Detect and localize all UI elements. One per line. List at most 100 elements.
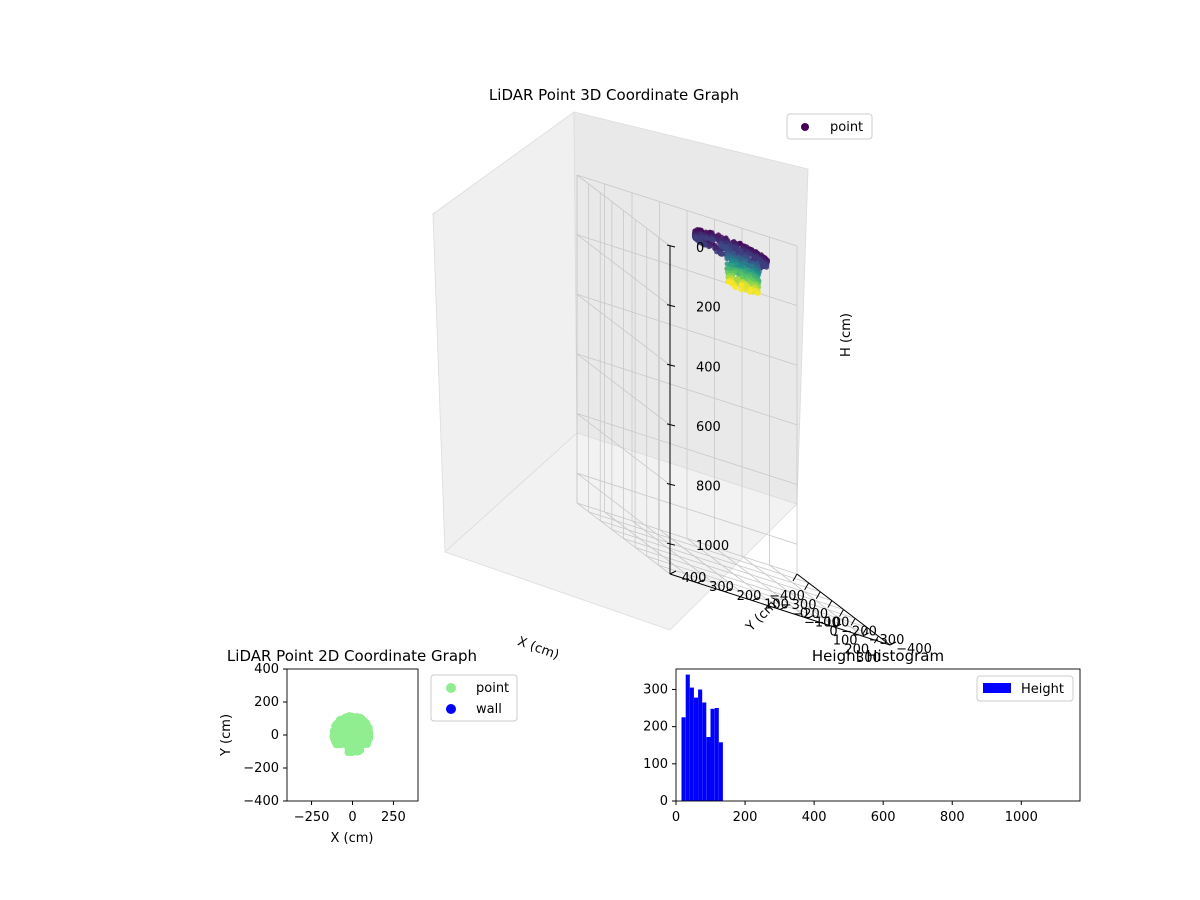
x-tick-label-3d: −300 (781, 598, 817, 613)
x-tick-3d (839, 609, 844, 617)
x-tick-3d (804, 582, 810, 591)
x-tick-label-hist: 200 (733, 810, 758, 825)
x-tick-3d (792, 573, 798, 582)
x-tick-label-3d: 100 (833, 633, 858, 648)
point-3d (748, 264, 755, 270)
grid-floor-y (686, 538, 781, 610)
legend-hist-frame (976, 675, 1074, 702)
grid-floor-y (741, 555, 836, 628)
h-tick-3d (666, 244, 676, 248)
grid-back-h (576, 293, 671, 366)
point-3d (726, 279, 733, 285)
title-hist: Height Histogram (812, 647, 944, 665)
y-tick-label-2d: 200 (254, 695, 279, 710)
x-tick-label-2d: 250 (381, 810, 406, 825)
point-3d (723, 245, 729, 251)
y-tick-label-3d: −300 (869, 633, 905, 648)
grid-left-h (576, 293, 798, 366)
point-cloud-2d (329, 712, 374, 757)
point-3d (718, 243, 724, 250)
zlabel-3d: H (cm) (839, 313, 854, 357)
point-3d (738, 282, 745, 288)
histogram-bar (702, 702, 707, 801)
ylabel-2d: Y (cm) (219, 714, 234, 757)
grid-left-h (576, 174, 798, 247)
point-3d (732, 284, 738, 290)
x-tick-label-hist: 400 (802, 810, 827, 825)
x-tick-label-hist: 600 (871, 810, 896, 825)
point-3d (703, 235, 709, 241)
y-tick-label-hist: 0 (660, 794, 668, 809)
point-3d (738, 287, 744, 293)
grid-left-h (576, 353, 798, 426)
point-2d (331, 737, 338, 745)
y-tick-label-3d: 200 (737, 589, 762, 604)
point-3d (747, 286, 753, 292)
point-2d (364, 735, 372, 743)
y-tick-3d (862, 632, 869, 637)
point-cloud-3d (691, 227, 771, 296)
y-tick-label-2d: 0 (271, 728, 279, 743)
ticks-2d: −250 0 250 −400 −200 0 200 400 (243, 662, 406, 825)
y-tick-label-hist: 200 (643, 720, 668, 735)
point-2d (358, 740, 366, 748)
point-2d (353, 716, 361, 723)
ticks-histogram: 0 200 400 600 800 1000 0 100 200 300 (643, 682, 1038, 825)
x-tick-label-3d: −400 (769, 589, 805, 604)
h-tick-label-3d: 600 (696, 420, 721, 435)
y-tick-3d (889, 641, 897, 646)
x-tick-3d (815, 591, 821, 599)
legend-2d-marker-wall (446, 704, 456, 714)
h-tick-label-3d: 400 (696, 360, 721, 375)
histogram-bar (694, 697, 699, 801)
xlabel-2d: X (cm) (331, 831, 374, 846)
histogram-bar (689, 687, 694, 801)
x-tick-label-3d: 200 (844, 642, 869, 657)
legend-hist-label: Height (1021, 682, 1064, 697)
y-tick-label-2d: 400 (254, 662, 279, 677)
y-tick-label-3d: 300 (709, 580, 734, 595)
x-tick-3d (862, 627, 868, 635)
histogram-bar (681, 717, 686, 801)
grid-back-h (576, 174, 671, 247)
y-tick-label-3d: −400 (896, 642, 932, 657)
x-tick-label-3d: −200 (792, 607, 828, 622)
y-tick-label-2d: −200 (243, 761, 279, 776)
point-2d (336, 717, 344, 725)
h-tick-label-3d: 800 (696, 480, 721, 495)
point-2d (359, 730, 367, 738)
point-2d (358, 721, 366, 729)
h-tick-3d (666, 483, 676, 487)
y-tick-label-3d: 400 (682, 571, 707, 586)
legend-3d-frame (786, 113, 873, 140)
grid-floor-y (631, 520, 726, 593)
point-2d (355, 746, 363, 754)
legend-3d-label: point (830, 120, 863, 135)
histogram-bar (714, 708, 719, 801)
x-tick-label-2d: 0 (348, 810, 356, 825)
x-tick-label-3d: 0 (829, 625, 837, 640)
h-tick-label-3d: 1000 (696, 539, 729, 554)
y-tick-3d (752, 597, 759, 602)
legend-2d-label-point: point (476, 681, 509, 696)
point-2d (334, 729, 342, 737)
point-3d (714, 249, 720, 255)
legend-2d-label-wall: wall (476, 702, 502, 717)
h-tick-3d (666, 304, 676, 308)
x-tick-label-hist: 0 (672, 810, 680, 825)
point-3d (708, 236, 714, 242)
plot-3d: −400−300−200−1000100200300−400−300−200−1… (432, 86, 932, 666)
histogram-bar (706, 737, 711, 801)
point-3d (738, 248, 744, 254)
panel-3d-floor (444, 432, 798, 631)
legend-2d-marker-point (446, 683, 456, 693)
point-3d (718, 251, 724, 257)
y-tick-label-3d: 0 (800, 607, 808, 622)
point-2d (353, 730, 361, 738)
grid-left-h (576, 413, 798, 485)
plot-histogram: 0 200 400 600 800 1000 0 100 200 300 Height Histo… (643, 647, 1081, 825)
histogram-bar (718, 742, 723, 801)
y-tick-label-3d: −100 (814, 615, 850, 630)
grid-back-h (576, 413, 671, 485)
grid-back-h (576, 353, 671, 426)
